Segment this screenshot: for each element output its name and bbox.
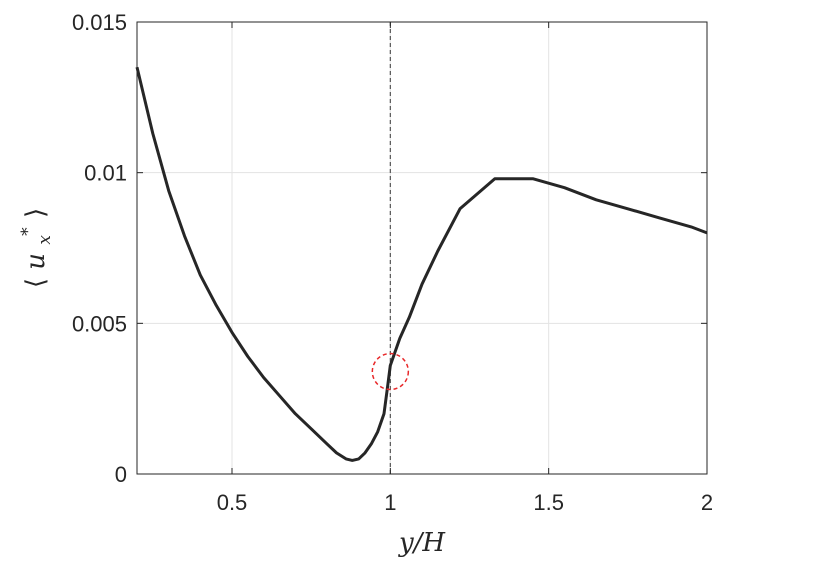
y-axis-label-subscript: x: [35, 235, 55, 245]
y-axis-label-superscript: *: [18, 227, 38, 236]
x-tick-labels: 0.5 1 1.5 2: [217, 490, 713, 515]
tick-marks: [137, 21, 708, 475]
y-tick-label-2: 0.01: [84, 161, 127, 186]
x-tick-label-3: 2: [701, 490, 713, 515]
y-axis-label-close: ⟩: [21, 208, 51, 218]
x-tick-label-0: 0.5: [217, 490, 248, 515]
y-tick-label-3: 0.015: [72, 10, 127, 35]
y-tick-labels: 0 0.005 0.01 0.015: [72, 10, 127, 487]
plot-frame: [136, 21, 708, 475]
y-axis-label-base: u: [21, 253, 51, 270]
x-tick-label-1: 1: [384, 490, 396, 515]
y-axis-label: ⟨ u x * ⟩: [10, 208, 57, 288]
y-axis-label-open: ⟨: [21, 278, 51, 288]
y-tick-label-1: 0.005: [72, 311, 127, 336]
x-axis-label: y/H: [398, 528, 446, 558]
y-tick-label-0: 0: [115, 462, 127, 487]
series-line: [135, 66, 708, 462]
highlight-circle-marker: [371, 352, 410, 391]
grid: [137, 21, 708, 475]
x-tick-label-2: 1.5: [533, 490, 564, 515]
